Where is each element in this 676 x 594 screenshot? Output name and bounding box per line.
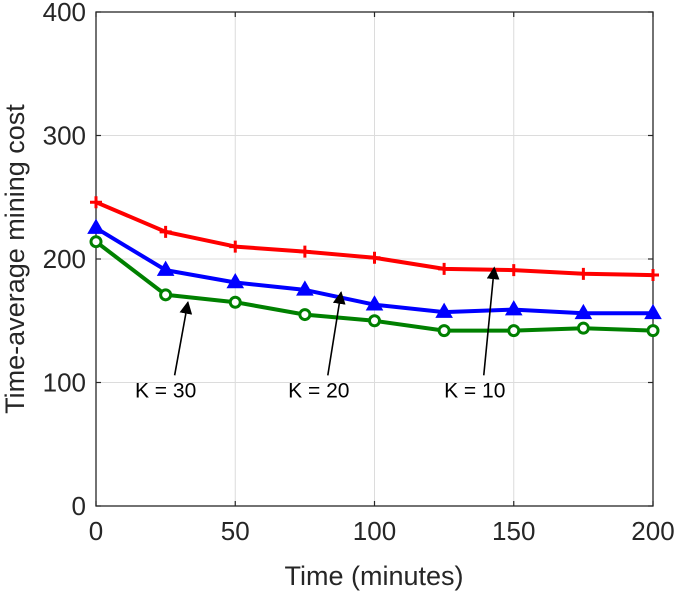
y-tick-label: 200 — [43, 244, 86, 274]
annotation-arrow — [482, 266, 500, 376]
data-point-k-10 — [159, 225, 172, 238]
x-tick-label: 0 — [89, 516, 103, 546]
data-point-k-30 — [89, 235, 103, 249]
annotations: K = 30 K = 20 K = 10 — [135, 266, 505, 402]
x-tick-label: 100 — [353, 516, 396, 546]
data-point-k-30 — [576, 321, 590, 335]
data-point-k-30 — [368, 314, 381, 328]
tick-labels: 0 50 100 150 200 0 100 200 300 400 — [43, 0, 675, 546]
data-point-k-30 — [228, 295, 242, 309]
annotation-label: K = 20 — [288, 379, 349, 402]
data-point-k-10 — [577, 267, 590, 280]
data-point-k-20 — [156, 260, 175, 276]
series-group — [87, 196, 662, 338]
data-point-k-20 — [226, 272, 245, 289]
data-point-k-20 — [644, 303, 662, 320]
data-point-k-20 — [435, 302, 453, 318]
annotation-label: K = 30 — [135, 379, 196, 402]
annotation-arrow — [173, 300, 193, 376]
data-point-k-20 — [504, 300, 523, 316]
y-tick-label: 100 — [43, 368, 86, 398]
y-tick-label: 0 — [72, 491, 86, 521]
data-point-k-10 — [368, 251, 381, 264]
data-point-k-20 — [574, 303, 593, 320]
data-point-k-30 — [646, 324, 660, 338]
y-tick-label: 400 — [43, 0, 86, 27]
data-point-k-10 — [298, 245, 311, 258]
data-point-k-10 — [438, 262, 451, 275]
y-tick-label: 300 — [43, 121, 86, 151]
x-tick-label: 50 — [221, 516, 250, 546]
y-axis-title: Time-average mining cost — [0, 104, 30, 414]
data-point-k-30 — [437, 324, 451, 338]
data-point-k-30 — [159, 288, 173, 302]
data-point-k-10 — [647, 269, 659, 282]
x-axis-title: Time (minutes) — [284, 561, 463, 591]
annotation-label: K = 10 — [444, 379, 505, 402]
annotation-arrow — [327, 291, 346, 376]
x-tick-label: 150 — [492, 516, 535, 546]
data-point-k-10 — [90, 196, 102, 209]
data-point-k-10 — [507, 264, 520, 277]
data-point-k-30 — [298, 308, 312, 322]
data-point-k-10 — [229, 240, 242, 253]
data-point-k-30 — [507, 324, 521, 338]
data-point-k-20 — [296, 280, 314, 296]
data-point-k-20 — [87, 218, 105, 234]
x-tick-label: 200 — [631, 516, 674, 546]
data-point-k-20 — [365, 295, 384, 311]
